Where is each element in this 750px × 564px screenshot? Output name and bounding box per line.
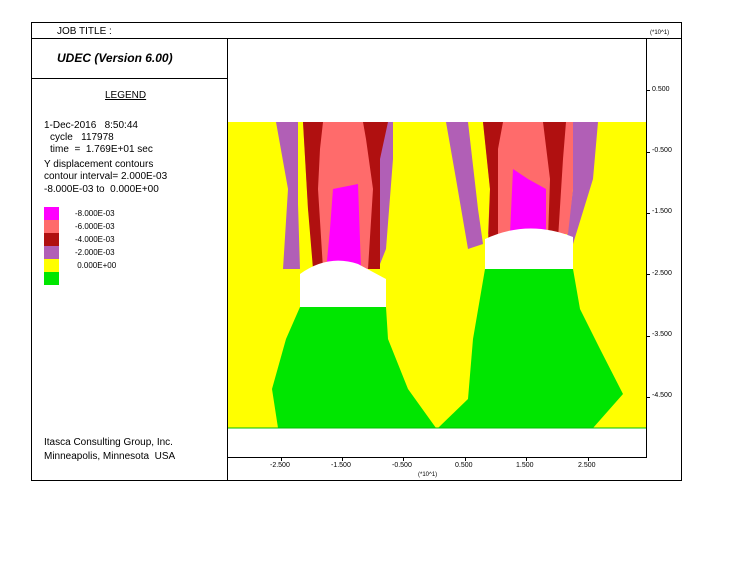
y-tick [646,274,650,275]
y-tick-label: -0.500 [652,147,672,154]
footer-company: Itasca Consulting Group, Inc. [44,437,173,448]
legend-swatch-label: -4.000E-03 [75,235,115,244]
x-axis-line [227,457,647,458]
x-tick-label: -0.500 [392,462,412,469]
legend-contour-interval: contour interval= 2.000E-03 [44,171,168,182]
legend-swatch-label: -2.000E-03 [75,248,115,257]
y-scale-label: (*10^1) [650,30,670,36]
legend-swatch-label: -8.000E-03 [75,209,115,218]
x-tick-label: 1.500 [516,462,534,469]
contour-zone-2-right [446,122,483,249]
legend-cycle: cycle 117978 [50,132,114,143]
legend-swatch [44,259,59,272]
plot-frame [31,22,682,481]
contour-zone-6-left-b [363,122,388,269]
legend-swatch [44,220,59,233]
legend-swatch-label: -6.000E-03 [75,222,115,231]
legend-swatch-label: 0.000E+00 [75,261,117,270]
y-tick-label: 0.500 [652,86,670,93]
legend-title: LEGEND [105,90,147,101]
job-title: JOB TITLE : [57,26,112,37]
contour-zone-6-right-b [543,122,566,239]
y-axis-line [646,38,647,457]
contour-zone-2-right-b [566,122,598,244]
y-tick-label: -1.500 [652,208,672,215]
contour-zone-6-left-a [303,122,323,269]
x-tick-label: 0.500 [455,462,473,469]
x-tick-label: -2.500 [270,462,290,469]
y-tick [646,213,650,214]
y-tick [646,90,650,91]
legend-range: -8.000E-03 to 0.000E+00 [44,184,159,195]
x-tick-label: -1.500 [331,462,351,469]
contour-zone-green-left [272,307,436,428]
x-tick [403,457,404,461]
legend-swatch [44,233,59,246]
x-tick [281,457,282,461]
legend-swatch [44,246,59,259]
x-tick [342,457,343,461]
right-excavation [485,228,573,269]
left-excavation [300,260,386,307]
footer-location: Minneapolis, Minnesota USA [44,451,176,462]
y-tick-label: -3.500 [652,331,672,338]
x-tick [465,457,466,461]
legend-swatch [44,272,59,285]
y-tick [646,152,650,153]
contour-zone-6-right-a [483,122,503,244]
y-tick [646,397,650,398]
y-tick [646,336,650,337]
legend-contour-type: Y displacement contours [44,159,154,170]
contour-zone-green-right [438,269,623,428]
contour-plot [228,39,646,429]
header-divider [31,38,682,39]
legend-divider [227,38,228,481]
legend-swatch [44,207,59,220]
contour-zone-8-right [510,169,546,234]
x-tick [526,457,527,461]
air-region [228,39,646,122]
y-tick-label: -2.500 [652,270,672,277]
program-name: UDEC (Version 6.00) [57,51,173,65]
contour-zone-8-left [326,184,361,271]
legend-time: time = 1.769E+01 sec [50,144,153,155]
x-scale-label: (*10^1) [418,472,438,478]
legend-date: 1-Dec-2016 8:50:44 [44,120,138,131]
x-tick-label: 2.500 [578,462,596,469]
x-tick [588,457,589,461]
title-divider [31,78,227,79]
y-tick-label: -4.500 [652,392,672,399]
contour-zone-2-left [276,122,300,269]
